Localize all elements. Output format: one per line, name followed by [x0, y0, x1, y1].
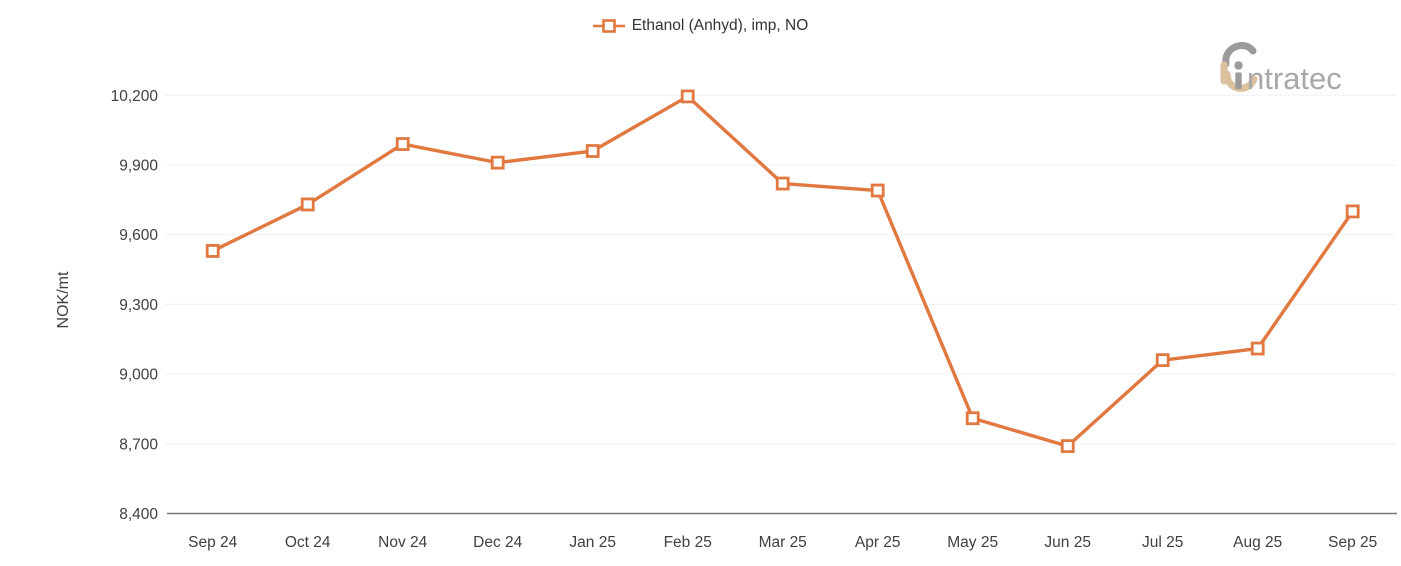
data-point-marker[interactable] [205, 244, 220, 258]
data-point-marker[interactable] [1250, 341, 1265, 356]
x-tick-label: Apr 25 [855, 534, 901, 551]
data-point-marker[interactable] [1155, 353, 1170, 368]
legend-marker-icon [592, 19, 625, 33]
data-point-marker[interactable] [1345, 204, 1360, 219]
logo-text: ntratec [1247, 61, 1342, 96]
intratec-logo: ntratec [1216, 36, 1368, 96]
intratec-logo-icon: ntratec [1220, 42, 1342, 96]
x-tick-label: Sep 24 [188, 534, 238, 551]
y-tick-label: 8,700 [119, 436, 158, 453]
data-point-marker[interactable] [775, 176, 790, 191]
y-tick-label: 10,200 [111, 88, 159, 105]
x-tick-label: May 25 [947, 534, 998, 551]
chart-legend: Ethanol (Anhyd), imp, NO [0, 17, 1401, 35]
x-tick-label: Jul 25 [1142, 534, 1183, 551]
x-tick-label: Dec 24 [473, 534, 522, 551]
y-tick-label: 9,000 [119, 367, 158, 384]
data-point-marker[interactable] [680, 89, 695, 104]
x-tick-label: Feb 25 [664, 534, 712, 551]
x-tick-label: Jun 25 [1044, 534, 1091, 551]
legend-item-ethanol[interactable]: Ethanol (Anhyd), imp, NO [592, 17, 809, 35]
y-tick-label: 8,400 [119, 506, 158, 523]
y-tick-label: 9,600 [119, 227, 158, 244]
x-tick-label: Oct 24 [285, 534, 331, 551]
x-tick-label: Aug 25 [1233, 534, 1282, 551]
series-line [210, 94, 1355, 448]
data-point-marker[interactable] [300, 197, 315, 212]
x-tick-label: Jan 25 [569, 534, 616, 551]
legend-label: Ethanol (Anhyd), imp, NO [631, 17, 809, 34]
data-point-marker[interactable] [490, 155, 505, 170]
x-tick-label: Sep 25 [1328, 534, 1377, 551]
data-point-marker[interactable] [870, 183, 885, 198]
data-point-marker[interactable] [1060, 439, 1075, 454]
data-point-marker[interactable] [585, 144, 600, 158]
x-tick-label: Nov 24 [378, 534, 427, 551]
y-tick-label: 9,300 [119, 297, 158, 314]
data-point-marker[interactable] [965, 411, 980, 426]
y-axis-title: NOK/mt [55, 271, 72, 328]
x-tick-label: Mar 25 [759, 534, 807, 551]
y-tick-label: 9,900 [119, 157, 158, 174]
data-point-marker[interactable] [395, 137, 410, 151]
